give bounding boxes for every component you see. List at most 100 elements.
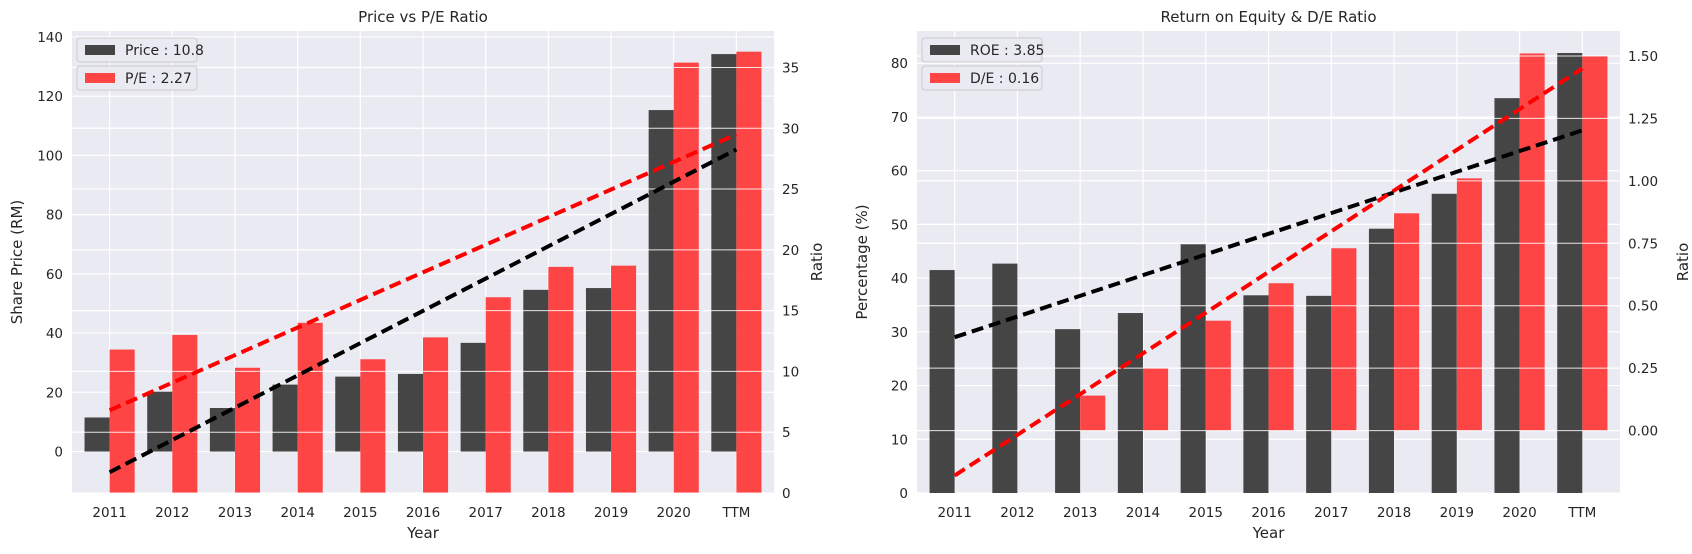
roe-de-ytick-left: 80 (891, 56, 908, 72)
price-pe-bar-price (648, 110, 674, 452)
price-pe-legend-label: Price : 10.8 (125, 43, 204, 59)
roe-de-ytick-right: 0.25 (1628, 361, 1658, 377)
roe-de-legend-box (921, 37, 1043, 63)
roe-de-bar-de (1080, 395, 1106, 431)
price-pe-bar-price (397, 373, 423, 452)
roe-de-xtick: 2019 (1440, 505, 1474, 521)
price-pe-ytick-left: 0 (54, 445, 63, 461)
roe-de-ytick-left: 0 (899, 486, 908, 502)
price-pe-ytick-right: 25 (782, 182, 799, 198)
price-pe-legend-label: P/E : 2.27 (125, 71, 192, 87)
price-pe-ytick-right: 5 (782, 425, 791, 441)
price-pe-bar-price (84, 417, 110, 452)
roe-de-ytick-right: 1.00 (1628, 174, 1658, 190)
price-pe-ytick-left: 140 (37, 30, 63, 46)
price-pe-bar-pe (297, 322, 323, 493)
price-pe-legend-swatch (85, 45, 115, 55)
price-pe-ytick-left: 100 (37, 148, 63, 164)
price-pe-bar-price (585, 288, 612, 452)
price-pe-bar-pe (548, 266, 574, 493)
roe-de-ytick-left: 40 (891, 271, 908, 287)
price-pe-bar-price (335, 376, 361, 452)
price-pe-xtick: 2013 (218, 505, 252, 521)
price-pe-bar-pe (673, 62, 699, 493)
price-pe-title: Price vs P/E Ratio (358, 8, 488, 26)
roe-de-ytick-right: 1.25 (1628, 111, 1658, 127)
roe-de-ytick-left: 70 (891, 110, 908, 126)
price-pe-ylabel-left: Share Price (RM) (8, 200, 26, 324)
price-pe-bar-pe (172, 334, 198, 493)
price-pe-xtick: 2019 (594, 505, 628, 521)
roe-de-ytick-right: 0.50 (1628, 299, 1658, 315)
price-pe-bar-pe (736, 51, 762, 493)
price-pe-xtick: 2012 (155, 505, 189, 521)
roe-de-title: Return on Equity & D/E Ratio (1160, 8, 1376, 26)
roe-de-ytick-right: 0.75 (1628, 236, 1658, 252)
roe-de-legend-box (921, 65, 1043, 91)
roe-de-ytick-left: 10 (891, 432, 908, 448)
roe-de-bar-roe (1494, 98, 1520, 494)
price-pe-ytick-right: 10 (782, 364, 799, 380)
price-pe-xtick: TTM (721, 505, 750, 521)
roe-de-bar-roe (929, 270, 955, 493)
price-pe-xtick: 2018 (531, 505, 565, 521)
price-pe-xtick: 2020 (657, 505, 691, 521)
price-pe-ytick-left: 120 (37, 89, 63, 105)
roe-de-bar-roe (1557, 53, 1583, 494)
price-pe-ytick-right: 0 (782, 486, 791, 502)
price-pe-legend-box (76, 37, 198, 63)
roe-de-bar-de (1331, 248, 1357, 431)
roe-de-bar-roe (1117, 313, 1143, 493)
roe-de-bar-roe (1243, 295, 1269, 493)
price-pe-bar-price (147, 391, 173, 452)
roe-de-panel: 0 10 20 30 40 50 60 70 80 0.00 0.25 0.50 0.75 1.00 1.2… (853, 8, 1692, 542)
roe-de-xtick: 2017 (1314, 505, 1348, 521)
roe-de-xtick: 2013 (1063, 505, 1097, 521)
roe-de-bar-de (1205, 320, 1231, 431)
price-pe-ytick-left: 40 (46, 326, 63, 342)
price-pe-trendline-secondary (108, 132, 738, 413)
price-pe-legend-swatch (85, 73, 115, 83)
roe-de-xlabel: Year (1252, 524, 1286, 542)
roe-de-bar-roe (1431, 193, 1457, 493)
roe-de-legend-label: D/E : 0.16 (970, 71, 1039, 87)
roe-de-xtick: 2012 (1000, 505, 1034, 521)
price-pe-ytick-right: 30 (782, 121, 799, 137)
roe-de-xtick: 2015 (1189, 505, 1223, 521)
price-pe-bar-price (460, 342, 486, 452)
roe-de-bar-de (1142, 368, 1169, 431)
roe-de-ylabel-left: Percentage (%) (853, 204, 871, 319)
price-pe-bar-price (523, 289, 549, 452)
roe-de-bar-roe (1180, 244, 1206, 493)
roe-de-ytick-left: 60 (891, 164, 908, 180)
roe-de-xtick: TTM (1567, 505, 1596, 521)
roe-de-bar-de (1456, 178, 1482, 431)
roe-de-legend-swatch (930, 73, 960, 83)
price-pe-bar-price (272, 384, 298, 452)
price-pe-xtick: 2014 (280, 505, 314, 521)
price-pe-trendline-primary (108, 147, 738, 475)
roe-de-trendline-secondary (953, 66, 1584, 478)
price-pe-bar-pe (234, 367, 261, 493)
roe-de-xtick: 2011 (937, 505, 971, 521)
price-pe-bar-price (711, 54, 737, 452)
price-pe-ytick-right: 15 (782, 304, 799, 320)
roe-de-trendline-primary (954, 128, 1583, 340)
roe-de-xtick: 2014 (1126, 505, 1160, 521)
roe-de-ytick-left: 50 (891, 217, 908, 233)
roe-de-bar-de (1519, 53, 1545, 431)
roe-de-bar-de (1394, 213, 1420, 431)
roe-de-bar-roe (992, 263, 1018, 493)
price-pe-xtick: 2016 (406, 505, 440, 521)
price-pe-ylabel-right: Ratio (808, 243, 826, 282)
price-pe-legend-box (76, 65, 198, 91)
price-pe-bar-pe (611, 265, 637, 493)
roe-de-bar-de (1268, 283, 1294, 431)
price-pe-xtick: 2011 (92, 505, 126, 521)
roe-de-bar-roe (1368, 228, 1395, 493)
price-pe-ytick-left: 20 (46, 385, 63, 401)
price-pe-xtick: 2017 (468, 505, 502, 521)
roe-de-legend-swatch (930, 45, 960, 55)
